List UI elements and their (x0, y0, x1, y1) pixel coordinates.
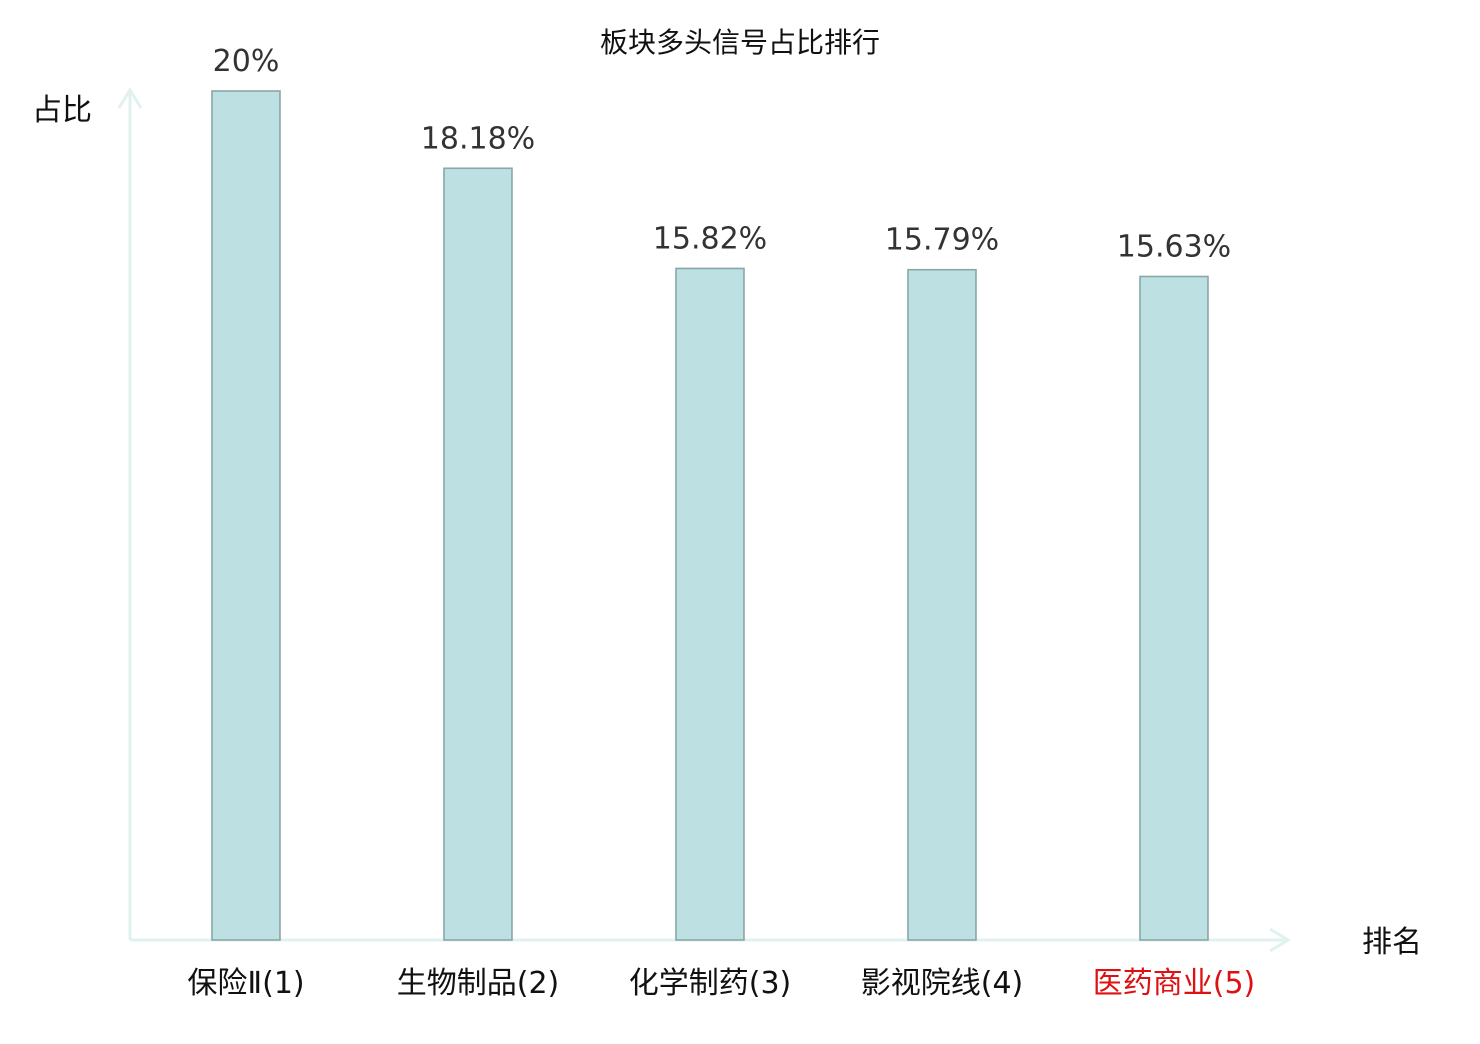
category-label-3: 化学制药(3) (629, 966, 792, 1001)
bar-3 (675, 267, 745, 941)
value-label-3: 15.82% (653, 221, 767, 256)
category-label-5: 医药商业(5) (1093, 966, 1256, 1001)
y-axis-arrow (117, 87, 143, 109)
x-axis-label: 排名 (1362, 925, 1422, 960)
y-axis-label: 占比 (32, 93, 92, 128)
value-label-5: 15.63% (1117, 230, 1231, 265)
value-label-1: 20% (213, 44, 280, 79)
chart-title: 板块多头信号占比排行 (600, 26, 880, 59)
value-label-4: 15.79% (885, 223, 999, 258)
category-label-1: 保险Ⅱ(1) (187, 966, 304, 1001)
bar-1 (211, 90, 281, 941)
category-labels: 保险Ⅱ(1) 生物制品(2) 化学制药(3) 影视院线(4) 医药商业(5) (187, 966, 1255, 1001)
category-label-4: 影视院线(4) (861, 966, 1024, 1001)
value-label-2: 18.18% (421, 121, 535, 156)
bar-4 (907, 268, 977, 941)
x-axis-arrow (1269, 927, 1291, 953)
value-labels: 20% 18.18% 15.82% 15.79% 15.63% (213, 44, 1232, 265)
category-label-2: 生物制品(2) (397, 966, 560, 1001)
bar-5 (1139, 275, 1209, 941)
bar-2 (443, 167, 513, 941)
bar-series (211, 90, 1209, 941)
